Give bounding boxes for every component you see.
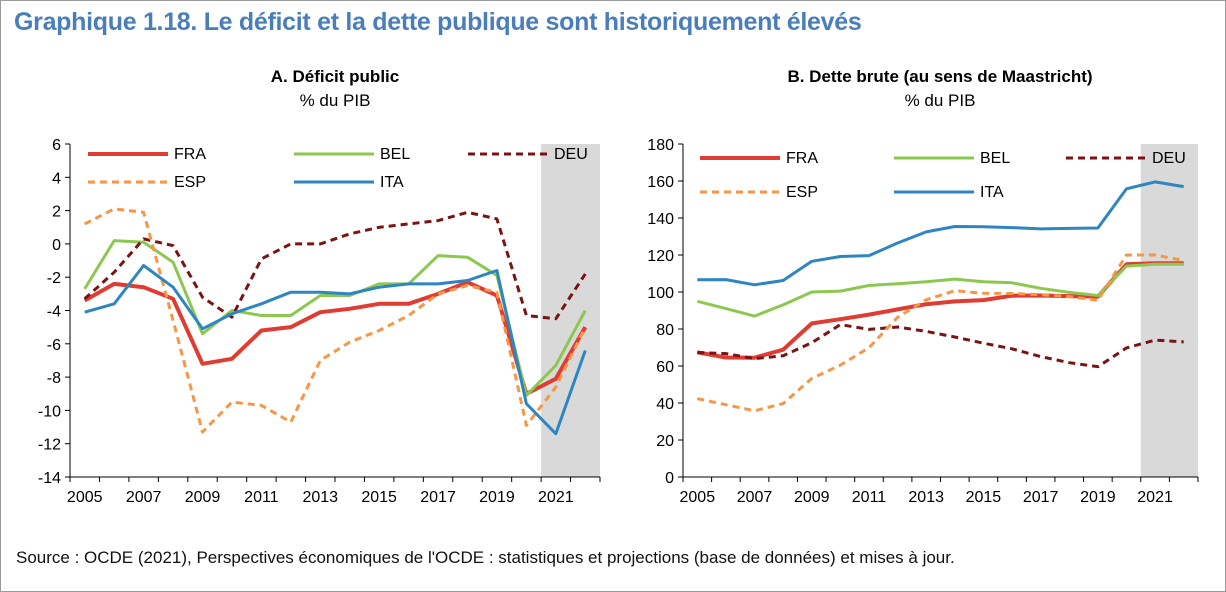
panel-a-x-tick-label: 2009	[185, 489, 221, 506]
source-note: Source : OCDE (2021), Perspectives écono…	[16, 548, 955, 567]
panel-a-series-esp	[84, 207, 587, 434]
panel-b-y-tick-label: 0	[665, 470, 674, 487]
panel-a-title: A. Déficit public	[271, 67, 399, 86]
panel-b-y-tick-label: 100	[647, 285, 674, 302]
panel-a-y-tick-label: 2	[52, 204, 61, 221]
panel-a-x-tick-label: 2019	[479, 489, 515, 506]
panel-b-series-deu	[697, 323, 1184, 369]
panel-a-legend-label-bel: BEL	[380, 146, 410, 163]
panel-a-x-tick-label: 2015	[361, 489, 397, 506]
panel-b-series-bel	[696, 262, 1184, 318]
charts-canvas: A. Déficit public% du PIB6420-2-4-6-8-10…	[38, 67, 1199, 506]
panel-a-y-tick-label: 6	[52, 137, 61, 154]
panel-b-y-tick-label: 20	[656, 433, 674, 450]
panel-b-legend-label-bel: BEL	[980, 150, 1010, 167]
panel-b-series-esp	[696, 253, 1184, 413]
panel-b-x-tick-label: 2017	[1023, 489, 1059, 506]
panel-a-y-tick-label: -10	[38, 403, 61, 420]
panel-b-y-tick-label: 60	[656, 359, 674, 376]
panel-b-legend-label-fra: FRA	[786, 150, 818, 167]
panel-b-y-tick-label: 80	[656, 322, 674, 339]
panel-b-projection-shade	[1140, 144, 1198, 477]
panel-a-legend-label-esp: ESP	[174, 174, 206, 191]
panel-a-legend-label-deu: DEU	[554, 146, 588, 163]
panel-b-x-tick-label: 2019	[1080, 489, 1116, 506]
panel-a-y-tick-label: 0	[52, 237, 61, 254]
panel-b-y-tick-label: 120	[647, 248, 674, 265]
panel-a: A. Déficit public % du PIB 6 4 2 0 -2 -4 -6 -8 -10…	[38, 67, 601, 506]
panel-a-y-tick-label: 4	[52, 170, 61, 187]
panel-a-series-deu	[83, 210, 587, 321]
panel-a-x-tick-label: 2005	[67, 489, 103, 506]
panel-a-series-ita	[84, 264, 587, 436]
panel-b-x-tick-label: 2007	[737, 489, 773, 506]
panel-b-x-tick-label: 2005	[680, 489, 716, 506]
panel-b-legend-label-deu: DEU	[1152, 150, 1186, 167]
panel-b-y-tick-label: 40	[656, 396, 674, 413]
panel-a-x-tick-label: 2007	[126, 489, 162, 506]
panel-b-y-tick-label: 180	[647, 137, 674, 154]
panel-a-y-tick-label: -4	[47, 304, 61, 321]
panel-a-y-tick-label: -8	[47, 370, 61, 387]
panel-a-y-tick-label: -14	[38, 470, 61, 487]
panel-a-y-tick-label: -12	[38, 437, 61, 454]
panel-b-legend-label-esp: ESP	[786, 184, 818, 201]
panel-a-legend-label-ita: ITA	[380, 174, 404, 191]
panel-a-series-fra	[83, 280, 588, 396]
panel-a-legend-label-fra: FRA	[174, 146, 206, 163]
panel-a-y-tick-label: -6	[47, 337, 61, 354]
panel-b-x-tick-label: 2015	[966, 489, 1002, 506]
panel-b-subtitle: % du PIB	[905, 91, 976, 110]
panel-a-x-tick-label: 2011	[244, 489, 279, 506]
panel-a-x-tick-label: 2013	[302, 489, 338, 506]
panel-b-x-tick-label: 2021	[1137, 489, 1173, 506]
panel-a-subtitle: % du PIB	[300, 91, 371, 110]
panel-a-y-tick-label: -2	[47, 270, 61, 287]
panel-a-x-tick-label: 2017	[420, 489, 456, 506]
panel-b-series-ita	[697, 180, 1184, 287]
panel-b: B. Dette brute (au sens de Maastricht) % …	[647, 67, 1199, 506]
panel-a-projection-shade	[541, 144, 600, 477]
panel-b-y-tick-label: 160	[647, 174, 674, 191]
panel-b-legend-label-ita: ITA	[980, 184, 1004, 201]
panel-b-x-tick-label: 2011	[852, 489, 887, 506]
panel-b-y-tick-label: 140	[647, 211, 674, 228]
panel-b-x-tick-label: 2013	[908, 489, 944, 506]
panel-b-x-tick-label: 2009	[794, 489, 830, 506]
panel-a-x-tick-label: 2021	[538, 489, 574, 506]
figure-title: Graphique 1.18. Le déficit et la dette p…	[14, 8, 862, 36]
panel-b-title: B. Dette brute (au sens de Maastricht)	[787, 67, 1092, 86]
